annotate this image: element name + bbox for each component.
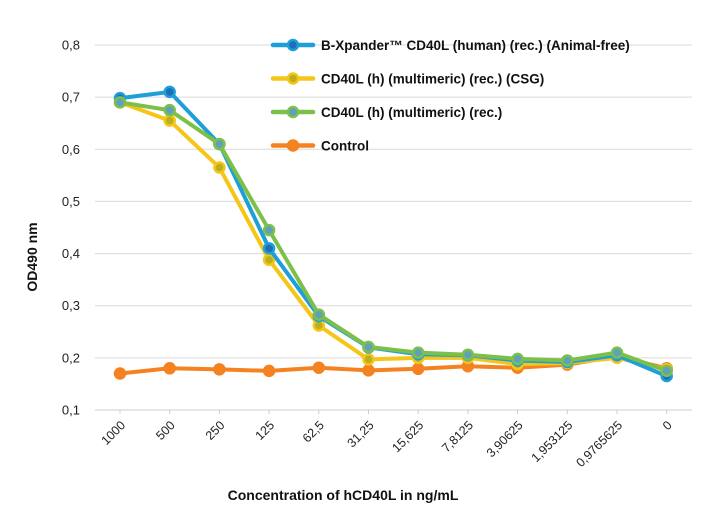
data-point xyxy=(362,340,375,354)
x-tick-label: 1000 xyxy=(99,418,129,448)
y-tick-label: 0,3 xyxy=(62,298,80,313)
y-tick-label: 0,4 xyxy=(62,246,80,261)
legend-swatch-marker xyxy=(286,139,300,152)
x-tick-label: 250 xyxy=(203,418,228,443)
x-tick-label: 500 xyxy=(153,418,178,443)
data-point xyxy=(411,362,425,376)
data-point xyxy=(163,103,176,117)
y-tick-label: 0,2 xyxy=(62,350,80,365)
legend-swatch-marker xyxy=(286,72,300,85)
data-point xyxy=(163,114,176,127)
data-point xyxy=(461,348,475,361)
data-point xyxy=(362,353,375,366)
x-tick-label: 15,625 xyxy=(389,418,426,455)
x-tick-label: 0 xyxy=(660,418,675,433)
data-point xyxy=(213,363,226,376)
x-axis: 1000 500 250 125 62,5 31,25 15,625 7,8125 3,9062… xyxy=(99,410,675,470)
data-point xyxy=(262,364,276,378)
y-tick-label: 0,5 xyxy=(62,194,80,209)
data-point xyxy=(411,346,425,359)
data-point xyxy=(262,242,276,255)
data-point xyxy=(113,96,127,109)
data-point xyxy=(362,364,375,377)
data-point xyxy=(163,85,176,99)
x-axis-title: Concentration of hCD40L in ng/mL xyxy=(228,487,459,503)
y-tick-label: 0,8 xyxy=(62,38,80,53)
data-point xyxy=(113,367,127,380)
data-point xyxy=(561,354,574,367)
legend-label: CD40L (h) (multimeric) (rec.) xyxy=(321,105,502,120)
data-point xyxy=(262,253,276,267)
y-tick-label: 0,6 xyxy=(62,142,80,157)
y-axis: 0,1 0,2 0,3 0,4 0,5 0,6 0,7 0,8 xyxy=(62,38,80,418)
series-lines xyxy=(113,85,673,383)
data-point xyxy=(213,161,226,174)
data-point xyxy=(163,362,176,375)
data-point xyxy=(511,352,524,366)
data-point xyxy=(262,223,276,237)
x-tick-label: 31,25 xyxy=(345,418,377,450)
series-line xyxy=(118,100,669,372)
x-tick-label: 0,9765625 xyxy=(573,418,625,470)
y-axis-title: OD490 nm xyxy=(24,222,40,291)
x-tick-label: 3,90625 xyxy=(484,418,526,460)
x-tick-label: 62,5 xyxy=(300,418,327,445)
legend-label: B-Xpander™ CD40L (human) (rec.) (Animal-… xyxy=(321,38,630,53)
data-point xyxy=(312,361,326,375)
data-point xyxy=(610,346,624,359)
x-tick-label: 125 xyxy=(253,418,278,443)
x-tick-label: 1,953125 xyxy=(529,418,576,465)
data-point xyxy=(312,308,326,321)
legend-label: Control xyxy=(321,139,369,154)
legend-swatch-marker xyxy=(286,38,300,52)
gridlines xyxy=(95,44,692,411)
legend-label: CD40L (h) (multimeric) (rec.) (CSG) xyxy=(321,72,544,87)
x-tick-label: 7,8125 xyxy=(439,418,476,455)
series-line xyxy=(118,100,669,373)
legend-swatch-marker xyxy=(286,105,300,119)
legend: B-Xpander™ CD40L (human) (rec.) (Animal-… xyxy=(270,38,630,154)
data-point xyxy=(660,364,673,378)
data-point xyxy=(213,137,226,151)
y-tick-label: 0,1 xyxy=(62,403,80,418)
y-tick-label: 0,7 xyxy=(62,90,80,105)
